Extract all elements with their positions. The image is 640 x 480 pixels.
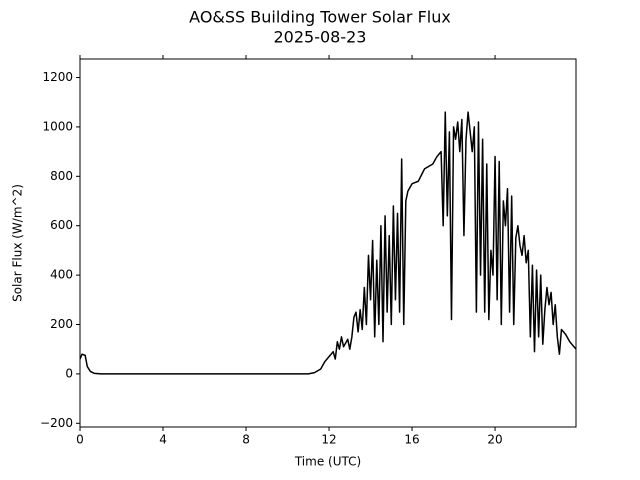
x-tick-label: 4 xyxy=(159,433,167,447)
x-tick-label: 8 xyxy=(242,433,250,447)
y-axis-label: Solar Flux (W/m^2) xyxy=(11,184,25,302)
y-tick-label: 600 xyxy=(50,218,73,232)
x-tick-label: 12 xyxy=(321,433,336,447)
y-tick-label: 0 xyxy=(65,366,73,380)
y-tick-label: −200 xyxy=(40,416,73,430)
plot-frame xyxy=(79,58,577,428)
chart-subtitle: 2025-08-23 xyxy=(274,28,367,47)
data-line xyxy=(80,111,576,375)
y-tick-label: 200 xyxy=(50,317,73,331)
x-tick-label: 0 xyxy=(76,433,84,447)
y-tick-label: 400 xyxy=(50,268,73,282)
y-tick-label: 1000 xyxy=(42,119,73,133)
x-tick-label: 20 xyxy=(487,433,502,447)
x-tick-label: 16 xyxy=(404,433,419,447)
x-axis-label: Time (UTC) xyxy=(294,455,361,469)
chart-title: AO&SS Building Tower Solar Flux xyxy=(189,8,451,27)
y-tick-label: 1200 xyxy=(42,70,73,84)
y-tick-label: 800 xyxy=(50,169,73,183)
